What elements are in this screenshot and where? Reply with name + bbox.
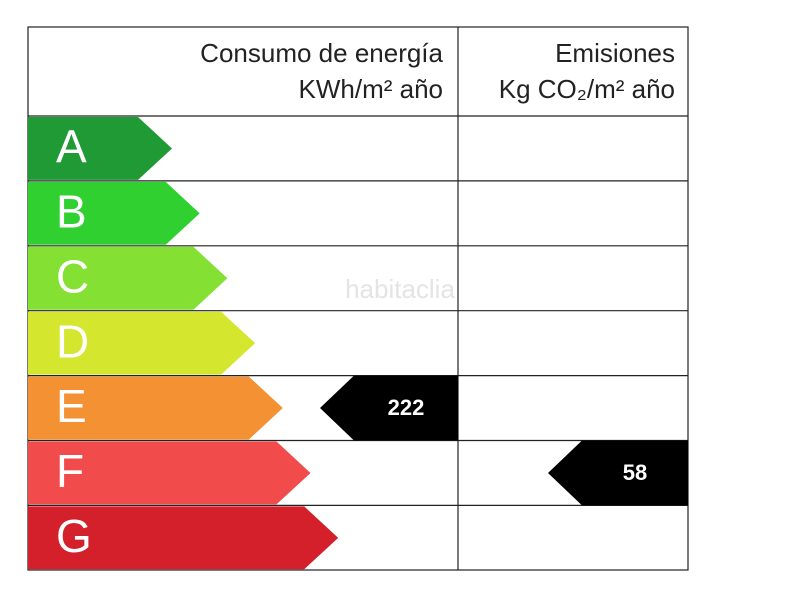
class-arrow [28,441,311,505]
consumption-unit: KWh/m² año [299,74,444,104]
emissions-marker [548,440,688,506]
class-letter: F [56,445,84,497]
class-letter: C [56,250,89,302]
class-arrow [28,506,339,570]
watermark: habitaclia [345,274,455,304]
class-arrow [28,311,256,375]
consumption-title: Consumo de energía [200,38,443,68]
emissions-unit: Kg CO₂/m² año [499,74,675,104]
class-arrow [28,246,228,310]
class-arrow [28,117,172,180]
class-letter: B [56,186,87,238]
class-arrow [28,376,283,440]
emissions-title: Emisiones [555,38,675,68]
class-letter: A [56,121,87,173]
class-letter: D [56,315,89,367]
class-letter: G [56,510,92,562]
emissions-value: 58 [623,460,647,485]
consumption-marker [320,375,458,441]
class-arrow [28,181,200,245]
consumption-value: 222 [388,395,425,420]
class-letter: E [56,380,87,432]
